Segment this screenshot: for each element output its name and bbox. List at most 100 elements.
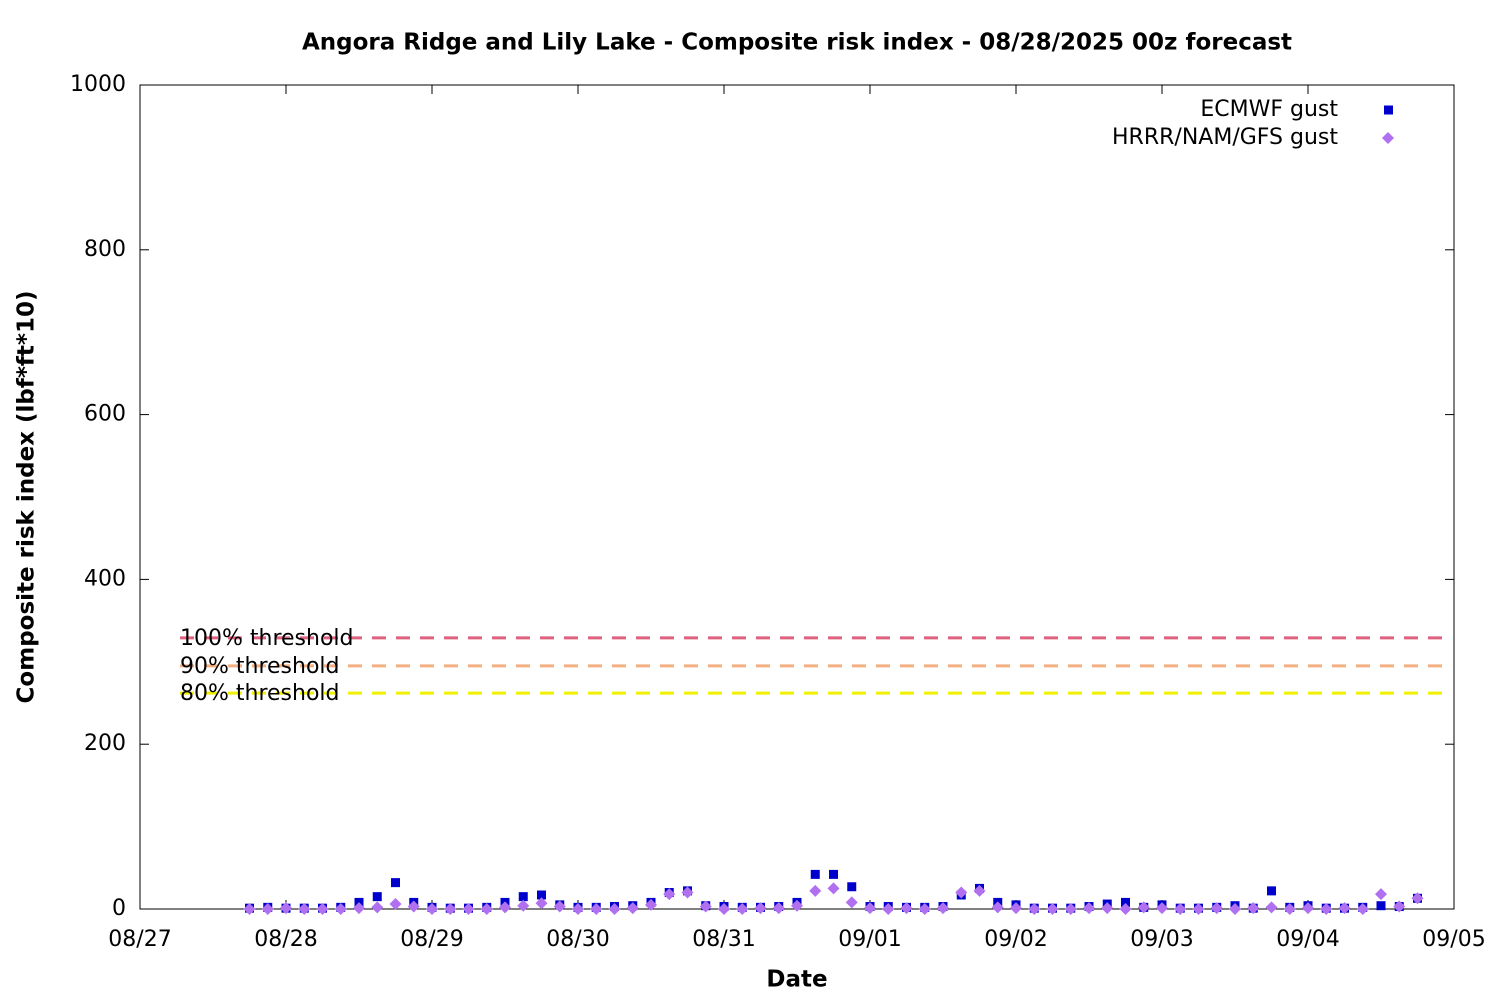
point bbox=[1137, 901, 1150, 914]
point bbox=[334, 903, 347, 915]
point bbox=[426, 903, 438, 915]
x-tick-label: 09/05 bbox=[1422, 927, 1485, 952]
point bbox=[372, 892, 382, 902]
point bbox=[900, 902, 913, 915]
x-tick-label: 09/02 bbox=[984, 927, 1047, 952]
legend-marker bbox=[1382, 132, 1394, 144]
y-tick-label: 600 bbox=[84, 402, 126, 427]
point bbox=[991, 901, 1004, 914]
point bbox=[553, 900, 566, 913]
point bbox=[1320, 903, 1333, 915]
legend-label: ECMWF gust bbox=[1200, 97, 1338, 122]
point bbox=[517, 899, 530, 912]
y-tick-label: 1000 bbox=[70, 72, 126, 97]
point bbox=[389, 898, 402, 911]
point bbox=[1283, 903, 1296, 915]
x-axis-label: Date bbox=[766, 967, 827, 993]
point bbox=[1411, 892, 1424, 905]
point bbox=[663, 888, 676, 901]
point bbox=[645, 898, 657, 911]
point bbox=[518, 892, 528, 902]
point bbox=[1210, 902, 1223, 915]
point bbox=[590, 903, 603, 915]
point bbox=[754, 902, 767, 915]
point bbox=[1267, 886, 1276, 896]
legend-label: HRRR/NAM/GFS gust bbox=[1112, 125, 1338, 150]
point bbox=[572, 903, 584, 915]
point bbox=[1010, 902, 1022, 915]
threshold-label: 100% threshold bbox=[180, 626, 354, 651]
point bbox=[918, 903, 931, 915]
threshold-label: 90% threshold bbox=[180, 654, 340, 679]
x-tick-label: 08/28 bbox=[254, 927, 317, 952]
y-tick-label: 800 bbox=[84, 237, 126, 262]
point bbox=[1302, 902, 1314, 915]
point bbox=[261, 903, 274, 915]
point bbox=[810, 869, 820, 879]
point bbox=[1393, 900, 1406, 913]
x-tick-label: 08/31 bbox=[692, 927, 755, 952]
point bbox=[316, 903, 329, 915]
point bbox=[681, 886, 694, 899]
point bbox=[391, 878, 400, 888]
point bbox=[371, 901, 384, 914]
point bbox=[626, 902, 639, 915]
point bbox=[1119, 903, 1132, 915]
chart-title: Angora Ridge and Lily Lake - Composite r… bbox=[302, 30, 1292, 56]
point bbox=[1174, 903, 1187, 915]
point bbox=[535, 897, 548, 910]
point bbox=[499, 901, 511, 914]
point bbox=[480, 903, 493, 915]
threshold-label: 80% threshold bbox=[180, 681, 340, 706]
point bbox=[1083, 902, 1095, 915]
point bbox=[1121, 897, 1130, 907]
point bbox=[882, 903, 895, 915]
point bbox=[462, 903, 475, 915]
y-tick-label: 200 bbox=[84, 731, 126, 756]
point bbox=[937, 902, 949, 915]
point bbox=[407, 900, 420, 913]
y-axis-label: Composite risk index (lbf*ft*10) bbox=[14, 291, 40, 704]
point bbox=[809, 884, 822, 897]
point bbox=[444, 903, 457, 915]
point bbox=[847, 882, 857, 892]
x-tick-label: 09/04 bbox=[1276, 927, 1339, 952]
point bbox=[608, 903, 621, 915]
point bbox=[280, 902, 292, 915]
point bbox=[537, 890, 546, 900]
point bbox=[1192, 903, 1205, 915]
point bbox=[1375, 888, 1387, 901]
y-tick-label: 0 bbox=[112, 896, 126, 921]
point bbox=[298, 903, 311, 915]
point bbox=[1376, 901, 1386, 911]
x-tick-label: 08/27 bbox=[108, 927, 171, 952]
point bbox=[1265, 901, 1278, 914]
point bbox=[845, 896, 858, 909]
point bbox=[718, 903, 730, 915]
x-tick-label: 08/30 bbox=[546, 927, 609, 952]
x-tick-label: 08/29 bbox=[400, 927, 463, 952]
point bbox=[955, 886, 968, 899]
point bbox=[736, 903, 749, 915]
point bbox=[772, 902, 785, 915]
point bbox=[1101, 902, 1114, 915]
point bbox=[1229, 903, 1241, 915]
point bbox=[791, 899, 803, 912]
x-tick-label: 09/03 bbox=[1130, 927, 1193, 952]
point bbox=[827, 882, 840, 895]
plot-frame bbox=[139, 84, 1455, 910]
point bbox=[699, 900, 712, 913]
point bbox=[864, 902, 876, 915]
point bbox=[243, 903, 256, 915]
point bbox=[1064, 903, 1077, 915]
x-tick-label: 09/01 bbox=[838, 927, 901, 952]
point bbox=[829, 869, 838, 879]
point bbox=[973, 884, 986, 897]
point bbox=[1356, 903, 1369, 915]
y-tick-label: 400 bbox=[84, 566, 126, 591]
point bbox=[353, 902, 365, 915]
point bbox=[1338, 902, 1351, 915]
legend-marker bbox=[1384, 105, 1393, 115]
point bbox=[1046, 903, 1059, 915]
